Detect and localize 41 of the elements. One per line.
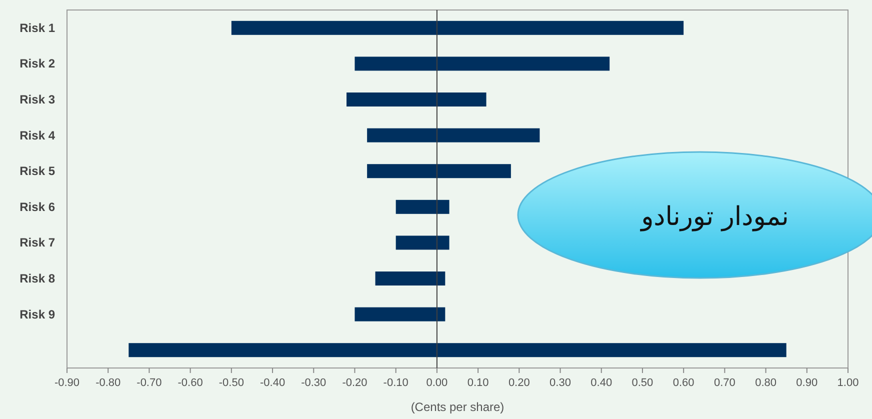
bar bbox=[346, 92, 486, 106]
bar bbox=[128, 343, 786, 358]
x-tick-label: 0.70 bbox=[714, 377, 736, 389]
bar bbox=[375, 272, 446, 286]
y-tick-label: Risk 6 bbox=[20, 200, 56, 214]
y-tick-label: Risk 9 bbox=[20, 307, 56, 322]
bar bbox=[354, 56, 610, 71]
bar bbox=[396, 236, 450, 250]
x-tick-label: 0.10 bbox=[467, 377, 489, 389]
bar bbox=[396, 200, 450, 214]
x-tick-label: 0.60 bbox=[672, 377, 694, 389]
x-tick-label: -0.20 bbox=[342, 377, 368, 389]
x-tick-label: -0.60 bbox=[178, 377, 203, 389]
bar bbox=[231, 20, 684, 35]
x-tick-label: 0.90 bbox=[796, 377, 818, 389]
x-tick-label: 0.80 bbox=[755, 377, 776, 389]
y-tick-label: Risk 8 bbox=[20, 272, 56, 286]
x-tick-label: 0.00 bbox=[426, 377, 448, 389]
x-tick-label: -0.80 bbox=[96, 377, 121, 389]
y-tick-label: Risk 1 bbox=[20, 20, 56, 35]
y-tick-label: Risk 5 bbox=[20, 164, 56, 178]
y-tick-label: Risk 3 bbox=[20, 92, 56, 106]
x-tick-label: -0.90 bbox=[54, 377, 80, 389]
x-axis-title: (Cents per share) bbox=[410, 400, 504, 414]
x-tick-label: -0.50 bbox=[218, 377, 244, 389]
y-tick-label: Risk 7 bbox=[20, 236, 56, 250]
x-tick-label: 1.00 bbox=[837, 377, 859, 389]
y-tick-label: Risk 2 bbox=[20, 56, 56, 71]
bar bbox=[354, 307, 446, 322]
x-tick-label: -0.40 bbox=[260, 377, 286, 389]
x-tick-label: 0.20 bbox=[508, 377, 530, 389]
bar bbox=[367, 128, 540, 142]
x-tick-label: 0.40 bbox=[590, 377, 612, 389]
x-tick-label: 0.50 bbox=[632, 377, 654, 389]
annotation: نمودار تورنادو bbox=[639, 202, 789, 232]
x-tick-label: 0.30 bbox=[550, 377, 571, 389]
x-tick-label: -0.30 bbox=[301, 377, 326, 389]
x-tick-label: -0.10 bbox=[383, 377, 408, 389]
y-tick-label: Risk 4 bbox=[20, 128, 56, 142]
x-tick-label: -0.70 bbox=[136, 377, 162, 389]
bar bbox=[367, 164, 511, 178]
